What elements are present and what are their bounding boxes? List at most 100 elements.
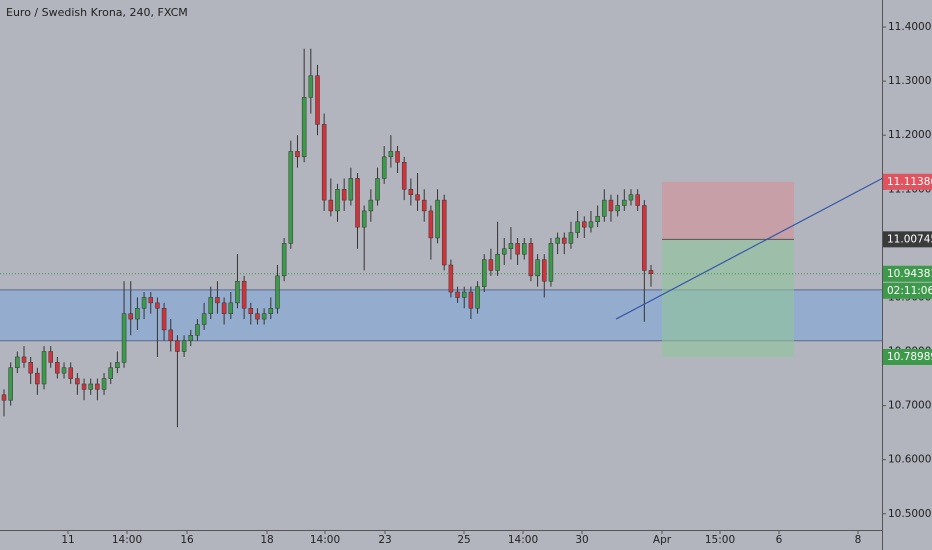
plot xyxy=(0,48,883,428)
candle-body xyxy=(368,199,374,212)
y-tick-label: 10.70000 xyxy=(888,400,932,412)
candle-body xyxy=(448,264,454,293)
candle-body xyxy=(542,259,547,282)
candle-body xyxy=(381,156,387,179)
candle-body xyxy=(635,194,640,206)
candle-body xyxy=(355,178,360,228)
candle-body xyxy=(508,243,514,250)
y-tick-label: 10.50000 xyxy=(888,508,932,520)
candle-body xyxy=(308,75,314,98)
target-badge-label: 10.78989 xyxy=(887,351,932,363)
candle-body xyxy=(215,297,220,304)
entry-badge xyxy=(883,231,932,248)
candle-body xyxy=(588,221,594,228)
candle-body xyxy=(648,270,654,275)
target-box xyxy=(662,239,794,357)
candle-body xyxy=(135,308,140,320)
candle-body xyxy=(628,194,634,201)
price-badge xyxy=(883,265,932,282)
candle-body xyxy=(408,189,414,195)
candle-body xyxy=(195,324,200,336)
candle-body xyxy=(188,335,194,341)
candle-body xyxy=(328,199,334,212)
candle-body xyxy=(468,291,474,309)
candle-body xyxy=(1,394,7,401)
candle-body xyxy=(261,313,267,320)
candle-body xyxy=(481,259,487,287)
candle-body xyxy=(488,259,494,271)
candle-body xyxy=(575,221,580,233)
candle-body xyxy=(341,189,347,201)
candle-body xyxy=(141,297,147,309)
candle-body xyxy=(15,356,20,369)
y-tick-label: 10.60000 xyxy=(888,454,932,466)
candle-body xyxy=(642,205,647,271)
candle-body xyxy=(435,199,440,239)
candle-body xyxy=(295,151,300,158)
entry-badge-label: 11.00745 xyxy=(887,233,932,245)
countdown-badge xyxy=(883,282,932,299)
candle-body xyxy=(388,151,394,158)
candle-body xyxy=(548,243,554,282)
candle-body xyxy=(235,280,240,304)
candle-body xyxy=(81,383,87,390)
candle-body xyxy=(535,259,540,277)
candle-body xyxy=(241,280,247,309)
candle-body xyxy=(315,75,320,125)
stop-box xyxy=(662,181,794,240)
candle-body xyxy=(48,351,53,363)
candle-body xyxy=(375,178,380,201)
candle-body xyxy=(28,362,33,374)
candle-body xyxy=(582,221,587,228)
x-tick-label: 11 xyxy=(61,534,74,546)
y-tick-label: 11.40000 xyxy=(888,21,932,33)
candle-body xyxy=(515,243,520,255)
candle-body xyxy=(555,237,560,244)
y-tick-label: 11.20000 xyxy=(888,129,932,141)
candle-body xyxy=(608,199,614,212)
candle-body xyxy=(41,351,47,385)
candle-body xyxy=(35,372,40,385)
candle-body xyxy=(128,313,133,320)
candle-body xyxy=(148,297,153,304)
candle-body xyxy=(602,199,607,217)
x-tick-label: 25 xyxy=(457,534,470,546)
candle-body xyxy=(115,362,120,369)
x-tick-label: 18 xyxy=(260,534,273,546)
candle-body xyxy=(21,356,27,363)
x-tick-label: 8 xyxy=(855,534,862,546)
candle-body xyxy=(288,151,294,244)
candle-body xyxy=(528,243,534,277)
candle-body xyxy=(95,383,100,390)
candle-body xyxy=(275,275,280,309)
candle-body xyxy=(221,302,227,314)
candle-body xyxy=(421,199,427,212)
candle-body xyxy=(268,308,274,314)
candle-body xyxy=(281,243,287,277)
x-tick-label: 14:00 xyxy=(112,534,142,546)
candle-body xyxy=(181,340,187,352)
candle-body xyxy=(415,194,420,201)
countdown-label: 02:11:06 xyxy=(887,285,932,297)
candle-body xyxy=(161,308,167,331)
x-tick-label: 14:00 xyxy=(310,534,340,546)
candle-body xyxy=(348,178,354,201)
candle-body xyxy=(101,378,107,390)
stop-badge-label: 11.11386 xyxy=(887,176,932,188)
candle-body xyxy=(562,237,567,244)
candle-body xyxy=(175,340,180,352)
x-tick-label: 15:00 xyxy=(705,534,735,546)
chart-title: Euro / Swedish Krona, 240, FXCM xyxy=(6,6,188,19)
candle-body xyxy=(201,313,207,325)
candle-body xyxy=(168,329,173,341)
candle-body xyxy=(615,205,620,212)
x-tick-label: 30 xyxy=(575,534,588,546)
candle-body xyxy=(502,248,507,255)
candle-body xyxy=(208,297,214,314)
candle-body xyxy=(248,308,254,314)
candle-body xyxy=(75,378,80,385)
candle-body xyxy=(228,302,234,314)
candle-body xyxy=(321,124,327,201)
x-tick-label: 16 xyxy=(180,534,194,546)
